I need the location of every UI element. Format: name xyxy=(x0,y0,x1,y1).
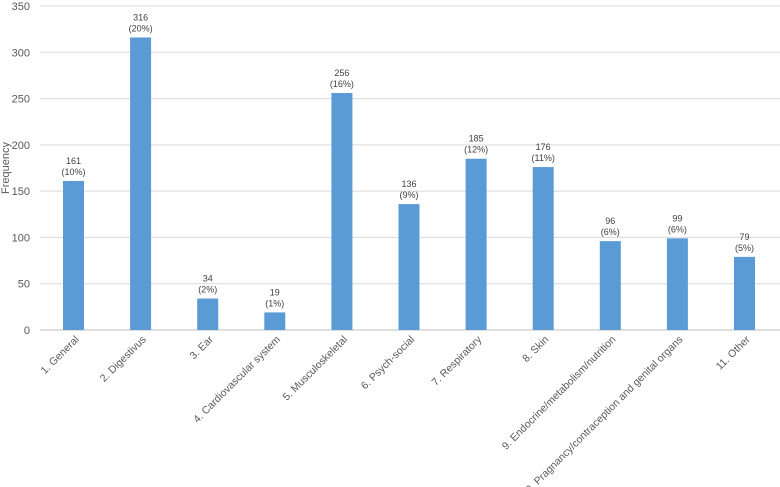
data-label-percent: (20%) xyxy=(129,23,153,33)
bar xyxy=(398,204,420,330)
x-category-label: 3. Ear xyxy=(188,333,217,362)
x-category-label: 7. Respiratory xyxy=(430,333,485,388)
bar xyxy=(465,158,487,330)
data-label-value: 316 xyxy=(133,12,148,22)
x-category-label: 1. General xyxy=(38,334,81,377)
y-tick-label: 100 xyxy=(12,232,30,244)
bar xyxy=(63,180,84,330)
y-tick-label: 50 xyxy=(18,279,30,291)
y-tick-label: 200 xyxy=(12,140,30,152)
data-label-percent: (9%) xyxy=(399,190,418,200)
x-category-label: 11. Other xyxy=(714,333,753,372)
bars xyxy=(63,37,755,331)
bar xyxy=(734,256,755,330)
y-axis-ticks: 0 50 100 150 200 250 300 350 xyxy=(12,1,30,337)
data-label-value: 19 xyxy=(270,287,280,297)
data-label-value: 96 xyxy=(605,216,615,226)
data-label-percent: (1%) xyxy=(265,298,284,308)
data-label-value: 161 xyxy=(66,156,81,166)
data-label-value: 34 xyxy=(203,274,213,284)
bar xyxy=(197,298,219,330)
data-label-percent: (11%) xyxy=(532,153,555,163)
bar xyxy=(130,37,152,331)
x-category-label: 2. Digestivus xyxy=(98,334,149,385)
bar xyxy=(666,238,688,330)
x-category-label: 5. Musculoskeletal xyxy=(280,334,350,404)
y-tick-label: 300 xyxy=(12,47,30,59)
x-category-label: 8. Skin xyxy=(520,334,551,365)
y-tick-label: 0 xyxy=(24,325,30,337)
data-label-percent: (16%) xyxy=(330,79,354,89)
y-tick-label: 150 xyxy=(12,186,30,198)
data-label-value: 79 xyxy=(739,232,749,242)
bar xyxy=(599,241,621,330)
data-label-percent: (5%) xyxy=(735,243,754,253)
data-label-value: 136 xyxy=(401,179,416,189)
x-category-label: 9. Endocrine/metabolism/nutrition xyxy=(500,334,619,453)
y-tick-label: 350 xyxy=(12,1,30,13)
data-labels: 161(10%)316(20%)34(2%) 19(1%)256(16%)136(… xyxy=(61,12,754,308)
data-label-percent: (6%) xyxy=(668,224,687,234)
data-label-value: 99 xyxy=(672,213,682,223)
bar xyxy=(331,93,353,330)
data-label-percent: (12%) xyxy=(464,145,488,155)
data-label-value: 176 xyxy=(536,142,551,152)
x-category-label: 6. Psych-social xyxy=(359,334,417,392)
data-label-percent: (10%) xyxy=(61,167,85,177)
data-label-value: 256 xyxy=(334,68,349,78)
data-label-percent: (2%) xyxy=(198,285,217,295)
y-axis-title: Frequency xyxy=(0,142,12,194)
data-label-value: 185 xyxy=(469,134,484,144)
y-tick-label: 250 xyxy=(12,94,30,106)
bar xyxy=(532,167,554,330)
bar xyxy=(264,312,286,330)
data-label-percent: (6%) xyxy=(601,227,620,237)
